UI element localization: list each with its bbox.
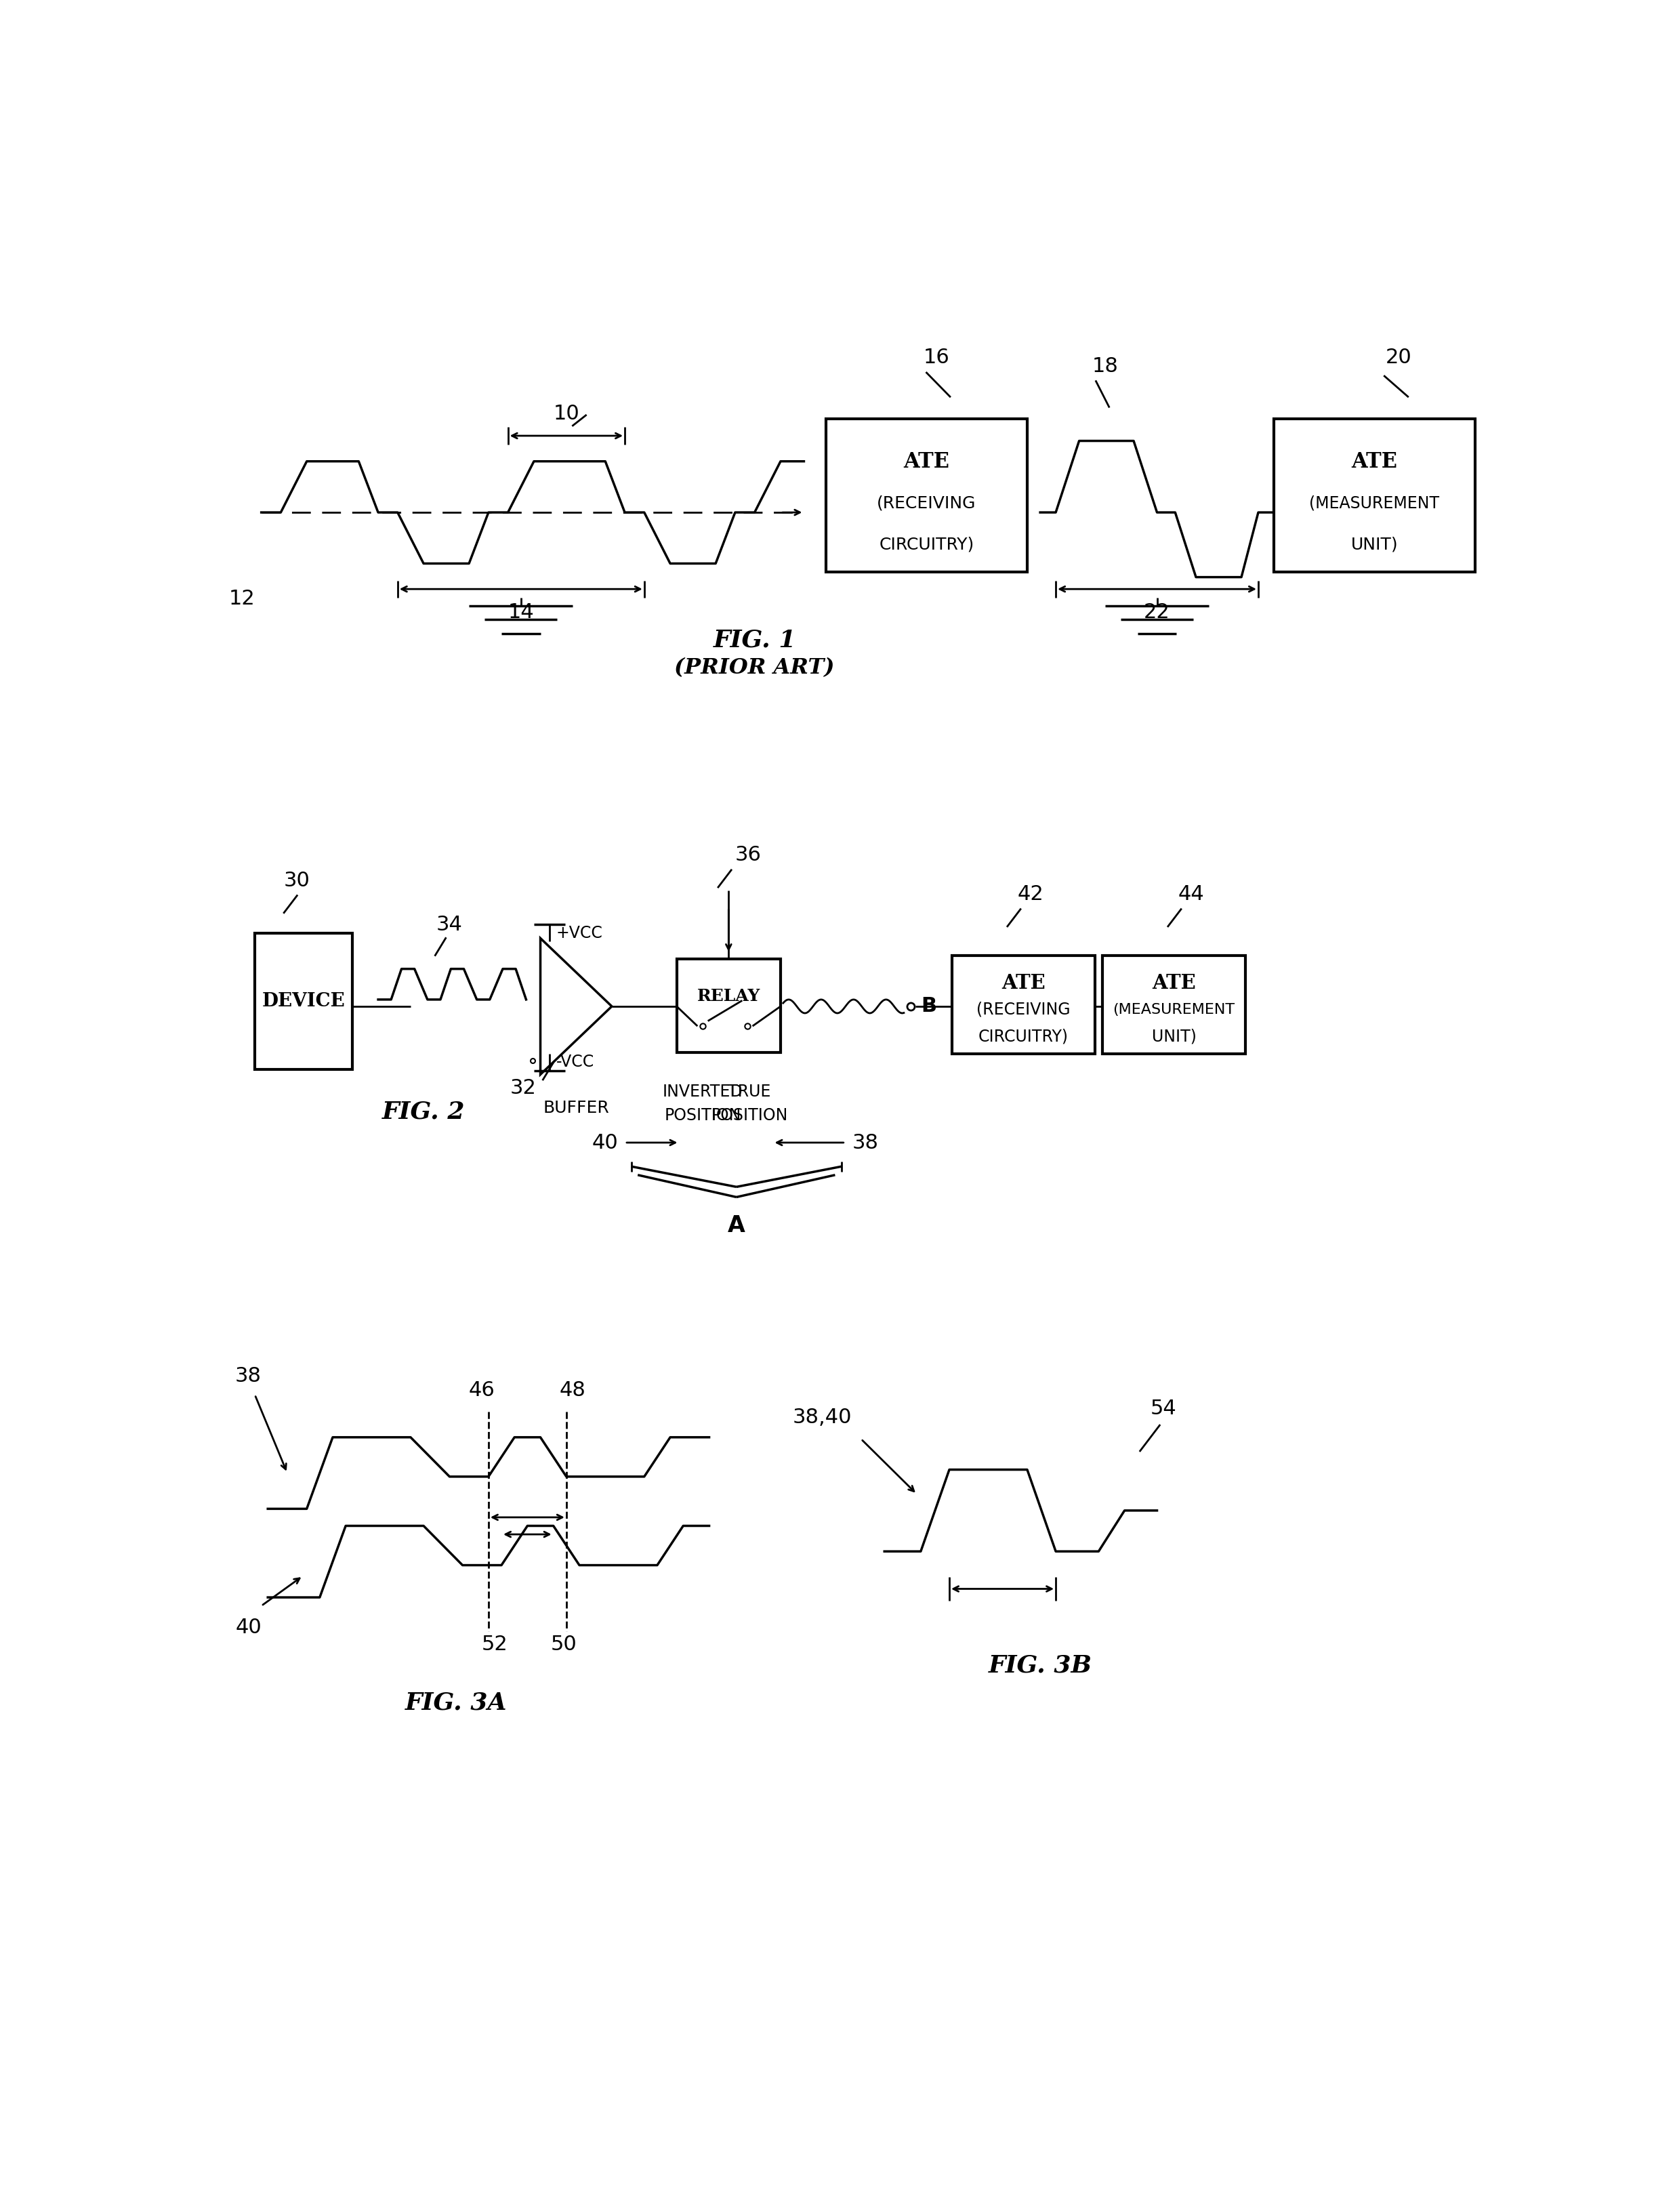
Text: DEVICE: DEVICE xyxy=(261,993,345,1011)
Text: (MEASUREMENT: (MEASUREMENT xyxy=(1310,495,1439,511)
Text: BUFFER: BUFFER xyxy=(543,1099,610,1117)
Text: (RECEIVING: (RECEIVING xyxy=(878,495,977,511)
Text: 38: 38 xyxy=(235,1367,261,1387)
Text: 46: 46 xyxy=(469,1380,496,1400)
Text: RELAY: RELAY xyxy=(697,989,760,1004)
Text: (RECEIVING: (RECEIVING xyxy=(977,1002,1070,1018)
Text: ATE: ATE xyxy=(1002,973,1045,993)
Text: 52: 52 xyxy=(482,1635,508,1655)
Text: 22: 22 xyxy=(1144,602,1171,622)
Text: 48: 48 xyxy=(559,1380,586,1400)
Text: 30: 30 xyxy=(283,872,310,891)
Text: 40: 40 xyxy=(235,1617,261,1637)
Text: (MEASUREMENT: (MEASUREMENT xyxy=(1112,1002,1234,1015)
Text: 54: 54 xyxy=(1151,1398,1176,1418)
Text: 16: 16 xyxy=(923,347,950,367)
Text: 38,40: 38,40 xyxy=(792,1407,853,1427)
Text: 14: 14 xyxy=(508,602,534,622)
Text: 32: 32 xyxy=(511,1077,536,1097)
Text: UNIT): UNIT) xyxy=(1350,535,1399,553)
Bar xyxy=(1275,418,1476,573)
Bar xyxy=(826,418,1027,573)
Text: 12: 12 xyxy=(228,588,255,608)
Text: -VCC: -VCC xyxy=(556,1055,595,1071)
Text: POSITION: POSITION xyxy=(710,1108,787,1124)
Text: 44: 44 xyxy=(1178,885,1204,905)
Text: CIRCUITRY): CIRCUITRY) xyxy=(879,535,975,553)
Text: FIG. 3B: FIG. 3B xyxy=(988,1655,1092,1677)
Text: TRUE: TRUE xyxy=(729,1084,770,1099)
Text: 50: 50 xyxy=(551,1635,576,1655)
Text: FIG. 1: FIG. 1 xyxy=(714,628,796,650)
Text: ATE: ATE xyxy=(1152,973,1196,993)
Text: FIG. 2: FIG. 2 xyxy=(382,1099,466,1124)
Bar xyxy=(255,933,352,1068)
Bar xyxy=(677,958,781,1053)
Text: 10: 10 xyxy=(553,405,580,425)
Text: INVERTED: INVERTED xyxy=(663,1084,742,1099)
Text: (PRIOR ART): (PRIOR ART) xyxy=(675,657,834,679)
Text: ATE: ATE xyxy=(903,451,950,471)
Text: 20: 20 xyxy=(1385,347,1412,367)
Bar xyxy=(951,956,1095,1055)
Text: 36: 36 xyxy=(735,845,762,865)
Text: CIRCUITRY): CIRCUITRY) xyxy=(978,1029,1069,1044)
Text: 42: 42 xyxy=(1017,885,1044,905)
Text: POSITION: POSITION xyxy=(665,1108,740,1124)
Text: UNIT): UNIT) xyxy=(1152,1029,1196,1044)
Text: 38: 38 xyxy=(853,1133,878,1152)
Text: A: A xyxy=(727,1214,745,1237)
Text: B: B xyxy=(921,998,936,1015)
Text: 18: 18 xyxy=(1092,356,1119,376)
Text: +VCC: +VCC xyxy=(556,925,603,942)
Text: FIG. 3A: FIG. 3A xyxy=(405,1690,508,1714)
Text: ATE: ATE xyxy=(1352,451,1397,471)
Bar xyxy=(1102,956,1245,1055)
Text: 34: 34 xyxy=(437,916,462,936)
Text: 40: 40 xyxy=(591,1133,618,1152)
